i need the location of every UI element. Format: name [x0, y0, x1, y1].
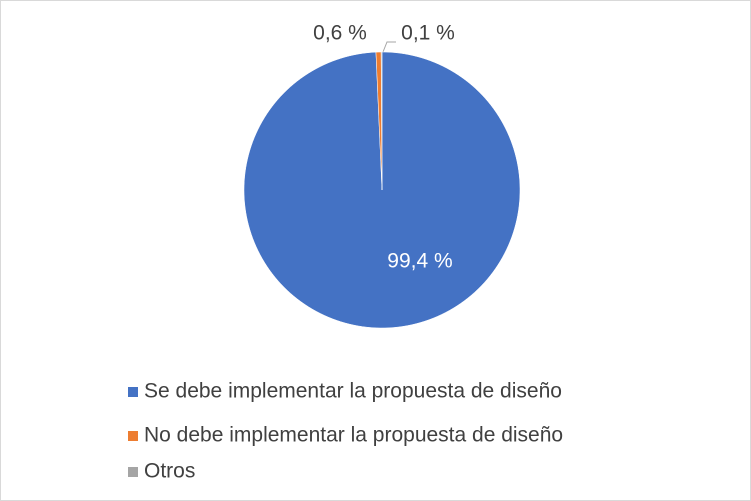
data-label: 99,4 % — [387, 250, 452, 273]
legend-label: No debe implementar la propuesta de dise… — [144, 424, 563, 447]
leader-line — [382, 41, 396, 53]
data-label: 0,1 % — [401, 22, 455, 45]
legend-label: Otros — [144, 460, 195, 483]
legend-swatch — [128, 431, 138, 441]
legend-swatch — [128, 467, 138, 477]
legend-swatch — [128, 387, 138, 397]
data-label: 0,6 % — [313, 22, 367, 45]
pie-slice — [380, 51, 383, 191]
legend-label: Se debe implementar la propuesta de dise… — [144, 380, 562, 403]
